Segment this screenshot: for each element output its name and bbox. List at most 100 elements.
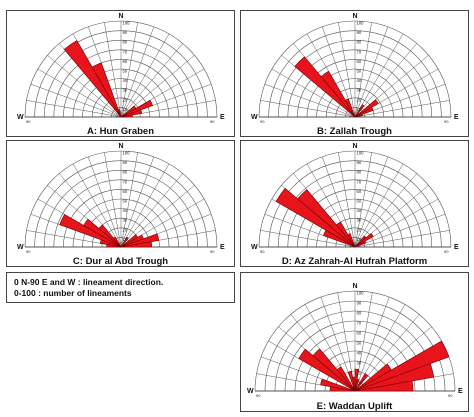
rose-sector — [354, 232, 374, 248]
grid-spoke — [30, 83, 122, 118]
ring-label: 40 — [123, 208, 128, 213]
north-label: N — [352, 143, 357, 150]
ring-label: 70 — [357, 49, 362, 54]
ring-label: 30 — [357, 88, 362, 93]
legend-direction-text: 0 N-90 E and W : lineament direction. — [14, 277, 164, 287]
grid-spoke — [26, 100, 122, 118]
rose-sector — [59, 213, 122, 248]
ring-label: 70 — [357, 321, 362, 326]
end-tick-label: 90 — [444, 249, 449, 254]
ring-label: 100 — [123, 21, 131, 26]
ring-label: 20 — [123, 97, 128, 102]
rose-sector — [120, 236, 129, 248]
east-label: E — [220, 244, 225, 251]
rose-sector — [99, 239, 122, 248]
end-tick-label: 90 — [256, 393, 261, 398]
grid-spoke — [120, 43, 183, 118]
ring-label: 10 — [357, 381, 362, 386]
ring-label: 80 — [357, 170, 362, 175]
grid-spoke — [354, 22, 372, 118]
east-label: E — [454, 244, 459, 251]
rose-caption-a: A: Hun Graben — [86, 126, 155, 137]
ring-label: 80 — [123, 40, 128, 45]
ring-label: 10 — [123, 237, 128, 242]
rose-caption-d: D: Az Zahrah-Al Hufrah Platform — [281, 256, 428, 267]
ring-label: 60 — [357, 59, 362, 64]
rose-sector — [344, 98, 356, 118]
east-label: E — [220, 114, 225, 121]
end-tick-label: 90 — [448, 393, 453, 398]
rose-sector — [354, 340, 450, 392]
ring-label: 10 — [357, 107, 362, 112]
ring-label: 100 — [357, 21, 365, 26]
legend-box: 0 N-90 E and W : lineament direction. 0-… — [6, 272, 235, 303]
grid-spoke — [354, 230, 450, 248]
ring-label: 10 — [357, 237, 362, 242]
rose-sector — [297, 189, 356, 248]
rose-diagram-c: 100 90 80 70 60 50 40 30 20 10 90 90 N W E — [17, 143, 225, 254]
ring-label: 30 — [357, 361, 362, 366]
ring-label: 30 — [357, 218, 362, 223]
north-label: N — [118, 143, 123, 150]
grid-spoke — [120, 156, 155, 248]
rose-caption-e: E: Waddan Uplift — [316, 401, 393, 412]
grid-spoke — [260, 100, 356, 118]
rose-sector — [294, 56, 356, 118]
ring-label: 90 — [123, 160, 128, 165]
ring-label: 100 — [357, 151, 365, 156]
ring-label: 50 — [123, 199, 128, 204]
rose-sector — [312, 348, 356, 392]
ring-label: 20 — [123, 227, 128, 232]
rose-sector — [354, 106, 374, 118]
ring-label: 70 — [123, 179, 128, 184]
rose-sector — [347, 233, 356, 248]
rose-panel-b: 100 90 80 70 60 50 40 30 20 10 90 90 N W E B: Zallah T… — [240, 10, 469, 137]
rose-sector — [354, 380, 414, 392]
rose-diagram-a: 100 90 80 70 60 50 40 30 20 10 90 90 N W E — [17, 13, 225, 124]
grid-spoke — [321, 156, 356, 248]
ring-label: 40 — [357, 208, 362, 213]
rose-panel-a: 100 90 80 70 60 50 40 30 20 10 90 90 N W E A: Hun Grab… — [6, 10, 235, 137]
ring-label: 20 — [357, 227, 362, 232]
grid-spoke — [264, 83, 356, 118]
rose-sector — [106, 244, 122, 248]
end-tick-label: 90 — [260, 119, 265, 124]
ring-label: 50 — [357, 199, 362, 204]
north-label: N — [352, 283, 357, 290]
west-label: W — [251, 114, 258, 121]
north-label: N — [352, 13, 357, 20]
grid-spoke — [338, 22, 356, 118]
rose-sector — [275, 187, 356, 248]
ring-label: 70 — [357, 179, 362, 184]
ring-label: 100 — [357, 291, 365, 296]
rose-diagram-d: 100 90 80 70 60 50 40 30 20 10 90 90 N W E — [251, 143, 459, 254]
ring-label: 20 — [357, 371, 362, 376]
grid-spoke — [120, 152, 138, 248]
grid-spoke — [120, 22, 138, 118]
ring-label: 90 — [357, 301, 362, 306]
north-label: N — [118, 13, 123, 20]
ring-label: 50 — [357, 69, 362, 74]
rose-sector — [354, 378, 360, 392]
rose-sector — [83, 218, 122, 248]
grid-spoke — [120, 26, 155, 118]
rose-panel-c: 100 90 80 70 60 50 40 30 20 10 90 90 N W E C: Dur al A… — [6, 140, 235, 267]
west-label: W — [247, 388, 254, 395]
grid-spoke — [120, 33, 170, 118]
grid-spoke — [104, 152, 122, 248]
rose-caption-c: C: Dur al Abd Trough — [72, 256, 169, 267]
grid-spoke — [120, 173, 183, 248]
ring-label: 40 — [357, 351, 362, 356]
grid-spoke — [72, 163, 122, 248]
ring-label: 50 — [357, 341, 362, 346]
ring-label: 80 — [357, 40, 362, 45]
grid-spoke — [260, 230, 356, 248]
rose-sector — [117, 109, 122, 118]
grid-spoke — [354, 156, 389, 248]
grid-spoke — [354, 100, 450, 118]
ring-label: 100 — [123, 151, 131, 156]
ring-label: 50 — [123, 69, 128, 74]
rose-sector — [323, 229, 356, 248]
rose-sector — [320, 378, 356, 392]
end-tick-label: 90 — [210, 119, 215, 124]
